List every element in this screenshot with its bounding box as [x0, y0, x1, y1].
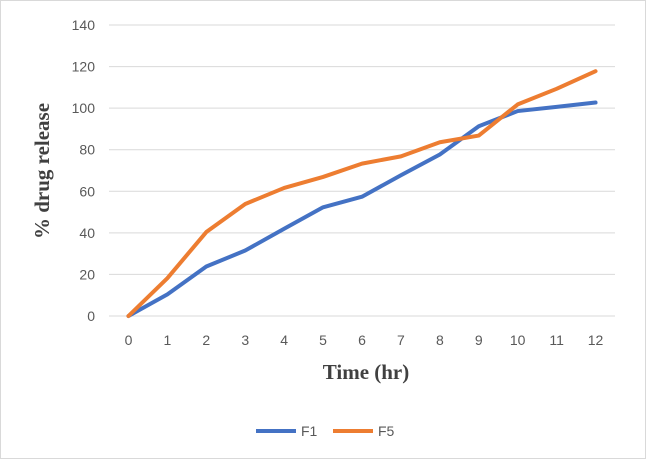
series-line-F5 — [126, 69, 598, 318]
y-tick-label: 40 — [79, 225, 95, 241]
x-tick-label: 11 — [549, 332, 564, 348]
series-line-F1 — [126, 100, 598, 318]
x-tick-label: 5 — [319, 332, 327, 348]
x-tick-label: 2 — [202, 332, 210, 348]
x-axis-title: Time (hr) — [323, 360, 410, 384]
y-tick-label: 100 — [72, 100, 96, 116]
x-tick-label: 4 — [280, 332, 288, 348]
y-tick-label: 140 — [72, 17, 96, 33]
x-tick-label: 9 — [475, 332, 483, 348]
y-tick-label: 60 — [79, 183, 95, 199]
y-tick-label: 0 — [87, 308, 95, 324]
x-tick-label: 3 — [241, 332, 249, 348]
y-axis-title: % drug release — [30, 103, 54, 239]
x-tick-label: 12 — [588, 332, 604, 348]
y-tick-label: 20 — [79, 266, 95, 282]
y-tick-label: 80 — [79, 142, 95, 158]
x-tick-label: 0 — [125, 332, 133, 348]
y-tick-label: 120 — [72, 59, 96, 75]
x-tick-label: 8 — [436, 332, 444, 348]
legend-label-F1: F1 — [301, 423, 318, 439]
x-tick-label: 6 — [358, 332, 366, 348]
x-tick-label: 1 — [163, 332, 171, 348]
x-tick-label: 7 — [397, 332, 405, 348]
legend-label-F5: F5 — [378, 423, 395, 439]
x-tick-label: 10 — [510, 332, 526, 348]
